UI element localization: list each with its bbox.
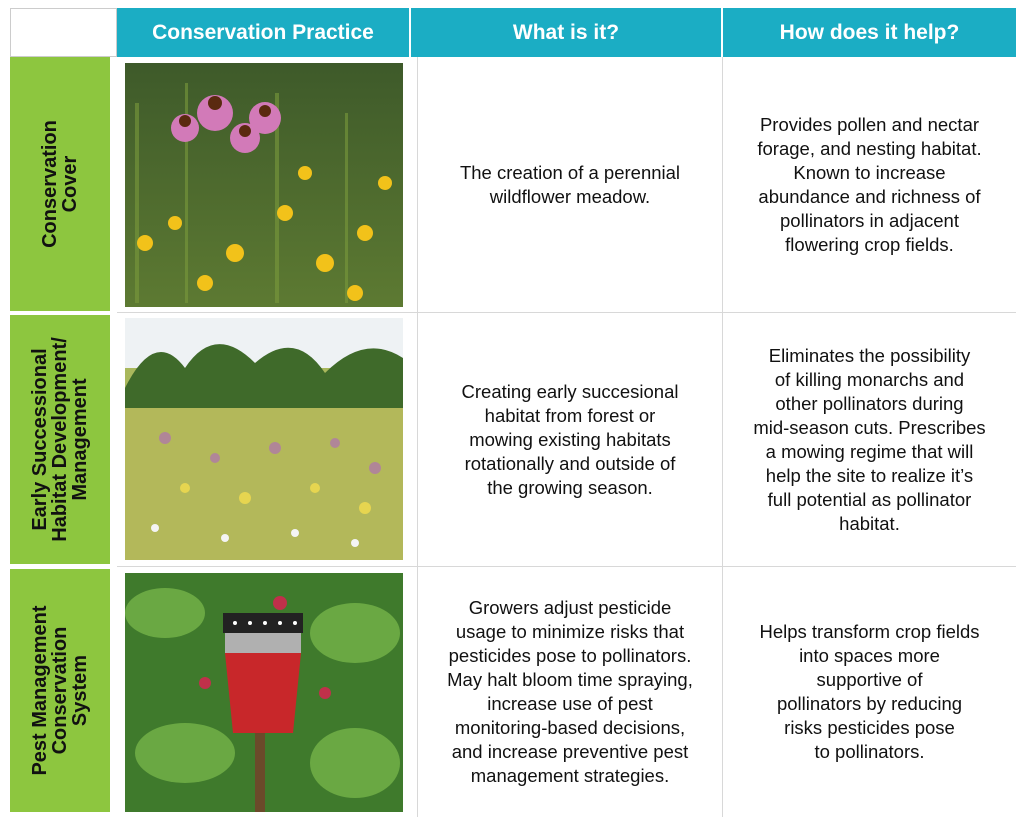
what-line: usage to minimize risks that (455, 621, 685, 642)
column-header: How does it help? (723, 8, 1016, 57)
grid-line (117, 312, 1016, 313)
what-line: May halt bloom time spraying, (447, 669, 693, 690)
help-line: other pollinators during (775, 392, 964, 414)
row-label-cell (10, 569, 110, 812)
what-line: mowing existing habitats (469, 428, 671, 450)
what-line: increase use of pest (487, 693, 653, 714)
help-cell: Provides pollen and nectar forage, and ne… (723, 57, 1016, 312)
help-line: to pollinators. (814, 741, 925, 762)
grid-line (417, 57, 418, 817)
what-line: The creation of a perennial (459, 161, 681, 183)
column-header: Conservation Practice (117, 8, 409, 57)
what-line: monitoring-based decisions, (454, 717, 686, 738)
what-line: Creating early succesional (461, 380, 679, 402)
help-cell: Eliminates the possibility of killing mon… (723, 313, 1016, 566)
row-label-line: Conservation (49, 627, 71, 755)
row-label-line: System (69, 655, 91, 726)
row-label-line: Pest Management (29, 605, 51, 775)
what-cell: The creation of a perennial wildflower me… (418, 57, 722, 312)
what-line: rotationally and outside of (464, 452, 676, 474)
help-line: Eliminates the possibility (768, 344, 971, 366)
help-line: forage, and nesting habitat. (757, 137, 982, 159)
help-line: Provides pollen and nectar (759, 113, 980, 135)
what-cell: Creating early succesional habitat from f… (418, 313, 722, 566)
help-line: of killing monarchs and (774, 368, 965, 390)
what-line: the growing season. (487, 476, 653, 498)
what-line: pesticides pose to pollinators. (448, 645, 692, 666)
row-label-line: Habitat Development/ (49, 337, 71, 542)
help-line: pollinators by reducing (776, 693, 963, 714)
row-label-line: Management (69, 378, 91, 501)
what-line: habitat from forest or (484, 404, 656, 426)
meadow-photo (125, 63, 403, 307)
help-line: full potential as pollinator (767, 488, 972, 510)
row-label-line: Conservation (39, 120, 61, 248)
help-line: Known to increase (793, 161, 946, 183)
help-line: habitat. (839, 512, 900, 534)
help-line: pollinators in adjacent (780, 209, 959, 231)
what-line: wildflower meadow. (489, 185, 651, 207)
grid-line (722, 57, 723, 817)
what-line: and increase preventive pest (451, 741, 689, 762)
help-line: into spaces more (799, 645, 940, 666)
row-label-cell (10, 315, 110, 564)
row-label-cell (10, 57, 110, 311)
what-line: management strategies. (470, 765, 670, 786)
what-cell: Growers adjust pesticide usage to minimiz… (418, 567, 722, 817)
help-line: supportive of (816, 669, 923, 690)
grid-line (117, 566, 1016, 567)
help-line: abundance and richness of (758, 185, 981, 207)
row-label-line: Cover (59, 155, 81, 212)
help-line: risks pesticides pose (784, 717, 955, 738)
blank-corner (10, 8, 117, 57)
help-cell: Helps transform crop fields into spaces m… (723, 567, 1016, 817)
help-line: flowering crop fields. (785, 233, 954, 255)
row-label-line: Early Successional (29, 348, 51, 530)
help-line: a mowing regime that will (765, 440, 974, 462)
trap-photo (125, 573, 403, 812)
help-line: mid-season cuts. Prescribes (753, 416, 986, 438)
help-line: Helps transform crop fields (759, 621, 980, 642)
column-header: What is it? (411, 8, 721, 57)
help-line: help the site to realize it’s (765, 464, 974, 486)
what-line: Growers adjust pesticide (468, 597, 672, 618)
field-photo (125, 318, 403, 560)
